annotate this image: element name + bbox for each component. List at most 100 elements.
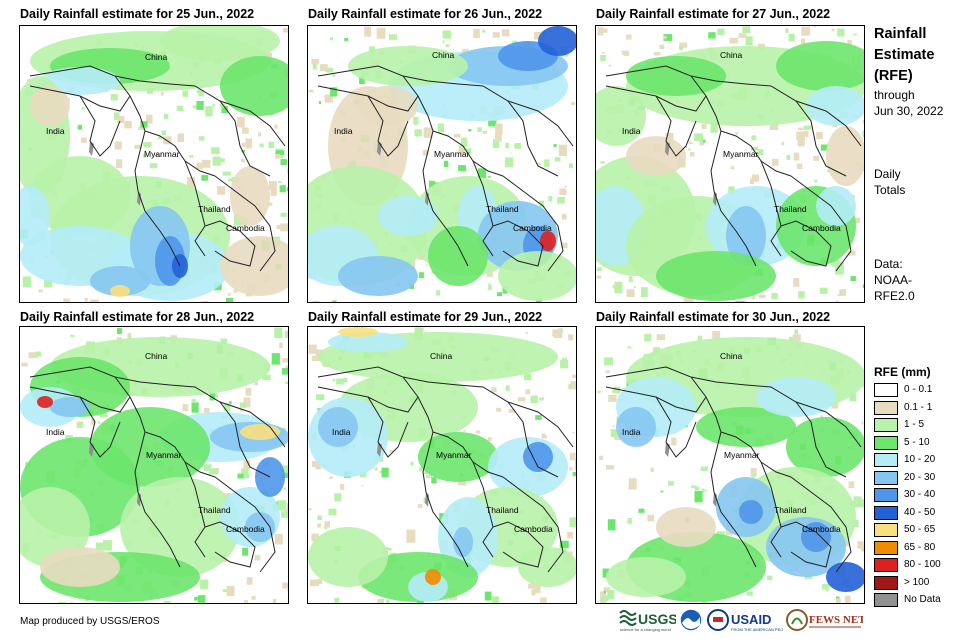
rainfall-cell — [283, 487, 287, 490]
rainfall-cell — [203, 464, 212, 471]
rainfall-cell — [414, 129, 422, 137]
rainfall-cell — [416, 134, 420, 137]
rainfall-cell — [379, 470, 384, 473]
rainfall-cell — [798, 127, 803, 131]
rainfall-cell — [569, 517, 576, 528]
rainfall-cell — [694, 133, 704, 142]
rainfall-cell — [308, 508, 312, 511]
legend-swatch — [874, 558, 898, 572]
rainfall-area — [120, 477, 240, 577]
rainfall-cell — [28, 352, 38, 359]
rainfall-cell — [495, 123, 503, 135]
place-label-myanmar: Myanmar — [434, 149, 470, 159]
rainfall-cell — [627, 517, 632, 524]
rainfall-cell — [793, 278, 800, 287]
rainfall-area — [318, 407, 358, 447]
rainfall-area — [338, 327, 378, 337]
rainfall-cell — [196, 162, 203, 170]
country-border — [472, 160, 494, 257]
place-label-china: China — [720, 351, 743, 361]
rainfall-cell — [834, 262, 844, 275]
rainfall-cell — [735, 132, 739, 135]
rainfall-cell — [861, 421, 864, 425]
country-border — [502, 476, 564, 573]
rainfall-cell — [271, 353, 280, 365]
rainfall-cell — [697, 335, 703, 341]
country-border — [214, 175, 276, 272]
rainfall-cell — [336, 378, 344, 385]
place-label-india: India — [46, 126, 65, 136]
rainfall-cell — [771, 293, 778, 300]
rainfall-cell — [458, 165, 467, 172]
rainfall-cell — [745, 36, 753, 46]
legend-swatch — [874, 523, 898, 537]
rainfall-cell — [310, 579, 319, 587]
rainfall-cell — [78, 421, 84, 427]
rainfall-cell — [605, 370, 610, 374]
rainfall-cell — [504, 157, 514, 168]
rainfall-cell — [153, 153, 159, 157]
daily-totals-label: Daily Totals — [874, 167, 906, 197]
rainfall-area — [523, 442, 553, 472]
rainfall-cell — [276, 225, 281, 229]
rainfall-cell — [237, 116, 245, 128]
legend-label: 0.1 - 1 — [904, 401, 933, 413]
rainfall-cell — [237, 473, 244, 479]
svg-text:FROM THE AMERICAN PEOPLE: FROM THE AMERICAN PEOPLE — [731, 627, 783, 632]
rainfall-cell — [161, 92, 164, 96]
rainfall-cell — [410, 461, 414, 466]
rainfall-area — [786, 417, 864, 477]
place-label-india: India — [334, 126, 353, 136]
panel-title: Daily Rainfall estimate for 28 Jun., 202… — [20, 310, 255, 324]
rainfall-cell — [837, 28, 845, 37]
legend-swatch — [874, 488, 898, 502]
rainfall-cell — [691, 485, 697, 489]
legend-label: 50 - 65 — [904, 524, 936, 535]
rainfall-cell — [423, 127, 433, 138]
rainfall-map-25-jun: China India Myanmar Thailand Cambodia — [19, 25, 289, 303]
rainfall-cell — [117, 116, 125, 124]
rainfall-cell — [212, 104, 215, 108]
rainfall-cell — [146, 114, 153, 124]
rainfall-area — [498, 251, 576, 301]
rainfall-area — [606, 557, 686, 597]
rainfall-cell — [286, 503, 288, 510]
rainfall-cell — [228, 178, 233, 182]
country-border — [655, 95, 697, 157]
rainfall-cell — [831, 28, 835, 32]
rainfall-cell — [344, 37, 349, 42]
rainfall-area — [348, 46, 468, 86]
noaa-logo — [678, 607, 704, 633]
rainfall-cell — [488, 176, 491, 178]
rainfall-cell — [853, 33, 857, 36]
rainfall-cell — [463, 429, 466, 432]
rainfall-cell — [200, 579, 209, 590]
rainfall-cell — [275, 150, 285, 156]
rainfall-cell — [103, 540, 112, 551]
rainfall-cell — [710, 122, 718, 133]
rainfall-cell — [244, 302, 247, 303]
rainfall-cell — [277, 503, 282, 505]
rainfall-cell — [197, 595, 206, 603]
rainfall-cell — [21, 362, 28, 367]
rainfall-cell — [601, 595, 609, 601]
rainfall-cell — [540, 597, 547, 603]
rainfall-cell — [465, 148, 472, 154]
place-label-china: China — [432, 50, 455, 60]
rainfall-cell — [751, 146, 758, 151]
rainfall-cell — [285, 381, 288, 384]
rainfall-cell — [161, 130, 167, 136]
place-label-myanmar: Myanmar — [723, 149, 759, 159]
rainfall-cell — [572, 431, 575, 434]
rainfall-cell — [233, 289, 238, 293]
rainfall-cell — [477, 127, 482, 132]
rainfall-cell — [332, 300, 337, 302]
rainfall-cell — [482, 29, 486, 33]
rainfall-cell — [612, 389, 615, 394]
rainfall-area — [538, 26, 576, 56]
rainfall-cell — [552, 329, 561, 337]
country-border — [705, 95, 792, 177]
rainfall-cell — [332, 379, 336, 382]
rainfall-cell — [600, 161, 605, 164]
rainfall-cell — [769, 124, 779, 130]
